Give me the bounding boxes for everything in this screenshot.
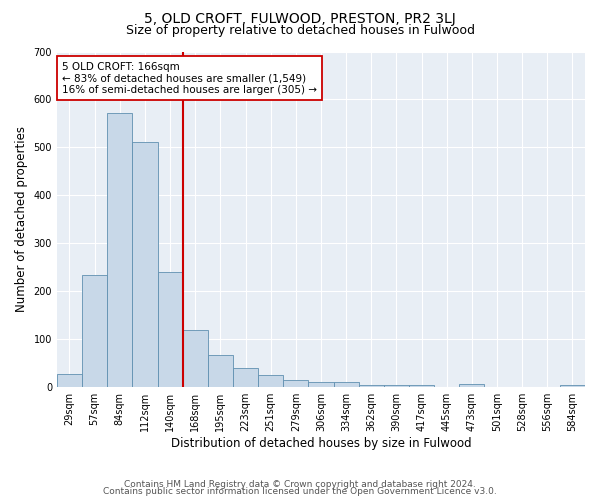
Bar (107, 113, 133, 387)
X-axis label: Distribution of detached houses by size in Fulwood: Distribution of detached houses by size … (170, 437, 471, 450)
Bar (308, 382, 334, 387)
Text: 5, OLD CROFT, FULWOOD, PRESTON, PR2 3LJ: 5, OLD CROFT, FULWOOD, PRESTON, PR2 3LJ (144, 12, 456, 26)
Bar (208, 354, 233, 387)
Text: Size of property relative to detached houses in Fulwood: Size of property relative to detached ho… (125, 24, 475, 37)
Text: 5 OLD CROFT: 166sqm
← 83% of detached houses are smaller (1,549)
16% of semi-det: 5 OLD CROFT: 166sqm ← 83% of detached ho… (62, 62, 317, 95)
Y-axis label: Number of detached properties: Number of detached properties (15, 126, 28, 312)
Bar (57, 374, 82, 387)
Bar (82, 276, 107, 387)
Bar (182, 330, 208, 387)
Bar (359, 385, 384, 387)
Bar (384, 385, 409, 387)
Bar (133, 142, 158, 387)
Bar (158, 272, 182, 387)
Bar (334, 382, 359, 387)
Bar (560, 385, 585, 387)
Bar (409, 385, 434, 387)
Bar (233, 368, 258, 387)
Bar (459, 384, 484, 387)
Bar (283, 380, 308, 387)
Text: Contains public sector information licensed under the Open Government Licence v3: Contains public sector information licen… (103, 487, 497, 496)
Text: Contains HM Land Registry data © Crown copyright and database right 2024.: Contains HM Land Registry data © Crown c… (124, 480, 476, 489)
Bar (258, 375, 283, 387)
